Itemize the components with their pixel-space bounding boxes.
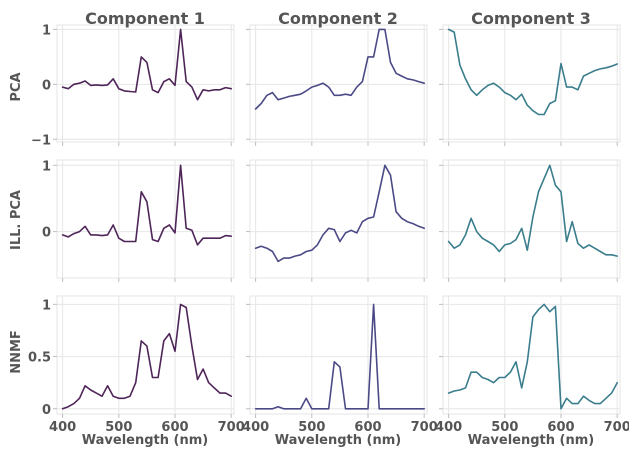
series-line-pca-component-2	[254, 28, 426, 110]
column-title-component-1: Component 1	[85, 9, 205, 28]
y-tick-label-nnmf-1: 1	[42, 298, 51, 313]
column-title-component-3: Component 3	[471, 9, 591, 28]
panel-frame-pca-component-3	[442, 24, 621, 143]
x-tick-label-component-3-500: 500	[491, 420, 518, 435]
x-axis-label-component-1: Wavelength (nm)	[82, 433, 208, 448]
series-line-nnmf-component-2	[254, 303, 426, 410]
series-line-pca-component-3	[447, 28, 619, 116]
x-axis-label-component-3: Wavelength (nm)	[468, 433, 594, 448]
y-tick-label-ill-pca-0: 0	[42, 226, 51, 241]
x-tick-label-component-3-600: 600	[547, 420, 574, 435]
series-line-pca-component-1	[61, 28, 232, 101]
x-tick-label-component-2-700: 700	[411, 420, 438, 435]
series-line-nnmf-component-3	[447, 303, 619, 410]
row-label-ill-pca: ILL. PCA	[9, 190, 24, 250]
series-line-ill-pca-component-1	[61, 164, 232, 246]
x-tick-label-component-3-700: 700	[604, 420, 629, 435]
y-tick-label-pca-1: 1	[42, 23, 51, 38]
y-tick-label-nnmf-0: 0	[42, 403, 51, 418]
column-title-component-2: Component 2	[278, 9, 398, 28]
panel-frame-pca-component-1	[56, 24, 235, 143]
panel-frame-nnmf-component-3	[442, 295, 621, 415]
series-line-ill-pca-component-3	[447, 164, 619, 257]
grid-layer	[53, 24, 621, 418]
x-tick-label-component-1-500: 500	[105, 420, 132, 435]
y-tick-label-pca-0: 0	[42, 78, 51, 93]
y-tick-label-ill-pca-1: 1	[42, 159, 51, 174]
series-line-ill-pca-component-2	[254, 164, 426, 263]
x-axis-label-component-2: Wavelength (nm)	[275, 433, 401, 448]
x-tick-label-component-3-400: 400	[435, 420, 462, 435]
panel-frame-nnmf-component-1	[56, 295, 235, 415]
series-line-nnmf-component-1	[61, 303, 232, 410]
x-tick-label-component-2-400: 400	[242, 420, 269, 435]
panel-frame-ill-pca-component-2	[249, 159, 428, 279]
y-tick-label-nnmf-0-5: 0.5	[28, 351, 51, 366]
panel-frame-ill-pca-component-3	[442, 159, 621, 279]
x-tick-label-component-1-600: 600	[161, 420, 188, 435]
panel-frame-nnmf-component-2	[249, 295, 428, 415]
x-tick-label-component-1-400: 400	[49, 420, 76, 435]
x-tick-label-component-1-700: 700	[218, 420, 245, 435]
x-tick-label-component-2-600: 600	[354, 420, 381, 435]
panel-frame-ill-pca-component-1	[56, 159, 235, 279]
x-tick-label-component-2-500: 500	[298, 420, 325, 435]
row-label-nnmf: NNMF	[9, 330, 24, 374]
series-layer	[61, 28, 619, 410]
y-tick-label-pca-1: −1	[31, 133, 51, 148]
panel-frame-pca-component-2	[249, 24, 428, 143]
text-layer: Component 1 Component 2 Component 3 PCA …	[9, 9, 629, 448]
row-label-pca: PCA	[9, 72, 24, 101]
